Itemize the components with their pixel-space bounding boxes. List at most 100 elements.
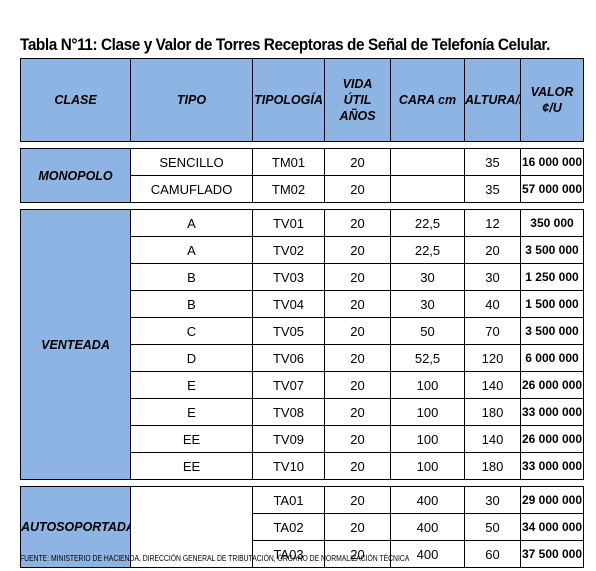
altura-cell: 140 <box>464 425 521 453</box>
valor-cell: 16 000 000 <box>520 148 584 176</box>
vida-cell: 20 <box>324 425 391 453</box>
altura-cell: 30 <box>464 263 521 291</box>
header-row: CLASE TIPO TIPOLOGÍA VIDA ÚTIL AÑOS CARA… <box>20 58 584 142</box>
valor-cell: 26 000 000 <box>520 425 584 453</box>
cara-cell: 30 <box>390 290 465 318</box>
cara-cell: 22,5 <box>390 236 465 264</box>
cara-cell: 52,5 <box>390 344 465 372</box>
tipo-cell: B <box>130 290 253 318</box>
tipologia-cell: TV10 <box>252 452 325 480</box>
vida-cell: 20 <box>324 452 391 480</box>
tipo-cell <box>130 486 253 568</box>
valor-cell: 1 500 000 <box>520 290 584 318</box>
table-title: Tabla N°11: Clase y Valor de Torres Rece… <box>20 36 550 54</box>
valor-cell: 26 000 000 <box>520 371 584 399</box>
spacer-row <box>20 479 584 487</box>
tipo-cell: A <box>130 236 253 264</box>
table-row: AUTOSOPORTADA TA01 20 400 30 29 000 000 <box>20 486 584 568</box>
altura-cell: 70 <box>464 317 521 345</box>
valor-cell: 6 000 000 <box>520 344 584 372</box>
tipo-cell: E <box>130 398 253 426</box>
cara-cell: 400 <box>390 486 465 514</box>
tipo-cell: D <box>130 344 253 372</box>
valor-cell: 57 000 000 <box>520 175 584 203</box>
tipo-cell: C <box>130 317 253 345</box>
altura-cell: 60 <box>464 540 521 568</box>
altura-cell: 120 <box>464 344 521 372</box>
tipo-cell: EE <box>130 425 253 453</box>
cara-cell <box>390 175 465 203</box>
vida-cell: 20 <box>324 513 391 541</box>
table-row: VENTEADA A TV01 20 22,5 12 350 000 <box>20 209 584 480</box>
table-row: TA03 20 400 60 37 500 000 <box>21 540 584 568</box>
tipo-cell: SENCILLO <box>130 148 253 176</box>
cara-cell <box>390 148 465 176</box>
vida-cell: 20 <box>324 263 391 291</box>
altura-cell: 180 <box>464 398 521 426</box>
table-body: MONOPOLO SENCILLO TM01 20 35 16 000 000 CAMUFL… <box>20 148 584 568</box>
altura-cell: 35 <box>464 175 521 203</box>
altura-cell: 30 <box>464 486 521 514</box>
cara-cell: 100 <box>390 425 465 453</box>
valor-cell: 29 000 000 <box>520 486 584 514</box>
cara-cell: 400 <box>390 513 465 541</box>
valor-cell: 350 000 <box>520 209 584 237</box>
valor-cell: 1 250 000 <box>520 263 584 291</box>
tipo-cell: E <box>130 371 253 399</box>
table-row: D TV06 20 52,5 120 6 000 000 <box>21 344 584 372</box>
clase-cell: MONOPOLO <box>20 148 131 203</box>
altura-cell: 20 <box>464 236 521 264</box>
towers-table: CLASE TIPO TIPOLOGÍA VIDA ÚTIL AÑOS CARA… <box>20 58 584 568</box>
spacer-row <box>20 141 584 149</box>
table-row: A TV02 20 22,5 20 3 500 000 <box>21 236 584 264</box>
vida-cell: 20 <box>324 371 391 399</box>
altura-cell: 140 <box>464 371 521 399</box>
tipologia-cell: TV02 <box>252 236 325 264</box>
tipologia-cell: TV06 <box>252 344 325 372</box>
cara-cell: 100 <box>390 398 465 426</box>
tipo-cell: EE <box>130 452 253 480</box>
vida-cell: 20 <box>324 209 391 237</box>
vida-cell: 20 <box>324 290 391 318</box>
valor-cell: 3 500 000 <box>520 317 584 345</box>
header-vida-util: VIDA ÚTIL AÑOS <box>324 58 391 142</box>
header-cara: CARA cm <box>390 58 465 142</box>
table-row: C TV05 20 50 70 3 500 000 <box>21 317 584 345</box>
header-tipo: TIPO <box>130 58 253 142</box>
header-altura: ALTURA/m <box>464 58 521 142</box>
header-tipologia: TIPOLOGÍA <box>252 58 325 142</box>
valor-cell: 33 000 000 <box>520 398 584 426</box>
spacer-cell <box>20 479 584 487</box>
altura-cell: 180 <box>464 452 521 480</box>
tipologia-cell: TV09 <box>252 425 325 453</box>
table-row: B TV04 20 30 40 1 500 000 <box>21 290 584 318</box>
vida-cell: 20 <box>324 317 391 345</box>
altura-cell: 35 <box>464 148 521 176</box>
tipologia-cell: TV04 <box>252 290 325 318</box>
vida-cell: 20 <box>324 148 391 176</box>
tipologia-cell: TV08 <box>252 398 325 426</box>
tipologia-cell: TM01 <box>252 148 325 176</box>
header-valor: VALOR ¢/U <box>520 58 584 142</box>
tipo-cell: B <box>130 263 253 291</box>
tipologia-cell: TV07 <box>252 371 325 399</box>
vida-cell: 20 <box>324 344 391 372</box>
vida-cell: 20 <box>324 236 391 264</box>
cara-cell: 100 <box>390 452 465 480</box>
vida-cell: 20 <box>324 175 391 203</box>
vida-cell: 20 <box>324 486 391 514</box>
valor-cell: 34 000 000 <box>520 513 584 541</box>
vida-cell: 20 <box>324 398 391 426</box>
table-row: CAMUFLADO TM02 20 35 57 000 000 <box>21 175 584 203</box>
tipo-cell: CAMUFLADO <box>130 175 253 203</box>
tipologia-cell: TM02 <box>252 175 325 203</box>
valor-cell: 3 500 000 <box>520 236 584 264</box>
tipologia-cell: TV05 <box>252 317 325 345</box>
header-vida-util-text: VIDA ÚTIL AÑOS <box>339 77 376 123</box>
table-row: MONOPOLO SENCILLO TM01 20 35 16 000 000 <box>20 148 584 203</box>
spacer-row <box>20 202 584 210</box>
altura-cell: 50 <box>464 513 521 541</box>
valor-cell: 37 500 000 <box>520 540 584 568</box>
clase-cell: VENTEADA <box>20 209 131 480</box>
tipologia-cell: TV01 <box>252 209 325 237</box>
